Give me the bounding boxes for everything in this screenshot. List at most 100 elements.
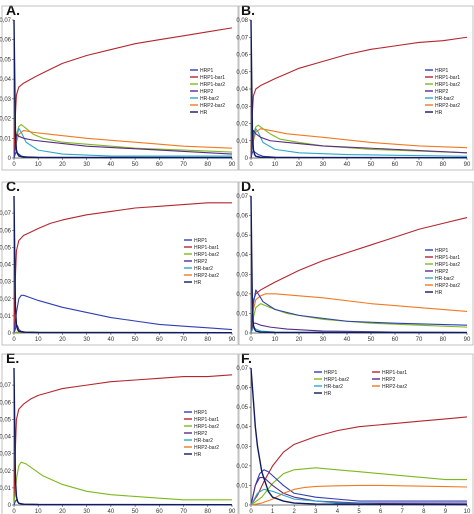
series-line-hrp2: [13, 133, 233, 159]
y-tick-label: 0,04: [236, 425, 248, 431]
y-tick-label: 0,03: [236, 444, 248, 450]
legend-label: HRP2-bar2: [194, 445, 219, 451]
legend-label: HRP1: [324, 370, 338, 376]
panel-frame: [238, 353, 474, 514]
x-tick-label: 1: [271, 509, 275, 514]
y-tick-label: 0: [245, 156, 249, 162]
series-line-hr: [13, 19, 233, 159]
series-line-hr: [13, 195, 233, 334]
legend: HRP1HRP1-bar1HRP1-bar2HRP2HR-bar2HRP2-ba…: [184, 410, 219, 458]
legend-label: HR-bar2: [194, 266, 213, 272]
y-tick-label: 0,01: [0, 136, 12, 142]
legend-label: HRP1-bar1: [200, 75, 225, 81]
legend-label: HR: [435, 290, 443, 296]
series-line-hrp1: [250, 469, 467, 506]
x-tick-label: 20: [59, 162, 66, 168]
y-tick-label: 0,07: [0, 18, 12, 24]
legend-label: HRP2: [200, 89, 214, 95]
legend-label: HRP2: [194, 259, 208, 265]
x-tick-label: 7: [401, 509, 405, 514]
x-tick-label: 0: [249, 337, 253, 343]
legend-label: HRP1: [435, 248, 449, 254]
panel-label-f: F.: [241, 350, 252, 366]
y-tick-label: 0,02: [0, 469, 12, 475]
series-line-hrp2: [250, 322, 468, 334]
y-tick-label: 0: [8, 503, 12, 509]
legend-label: HRP2-bar2: [194, 273, 219, 279]
panel-b: 0 0,01 0,02 0,03 0,04 0,05 0,06 0,07 0,08 0 10 20 30…: [236, 5, 474, 171]
x-tick-label: 0: [12, 509, 16, 514]
y-tick-label: 0,06: [236, 53, 248, 59]
series-line-hr: [13, 367, 233, 506]
x-tick-label: 70: [180, 162, 187, 168]
legend-label: HRP2: [435, 269, 449, 275]
x-tick-label: 70: [180, 509, 187, 514]
legend-label: HRP2-bar2: [435, 283, 460, 289]
series-line-hrp2: [250, 129, 468, 159]
y-tick-label: 0,07: [0, 211, 12, 217]
x-tick-label: 40: [108, 337, 115, 343]
y-tick-label: 0,02: [236, 122, 248, 128]
y-tick-label: 0,02: [0, 297, 12, 303]
legend-label: HR: [435, 110, 443, 116]
y-tick-label: 0,07: [236, 366, 248, 372]
y-tick-label: 0,06: [236, 386, 248, 392]
x-tick-label: 9: [444, 509, 448, 514]
legend-label: HRP1-bar1: [194, 245, 219, 251]
series-line-hrp1-bar1: [250, 36, 468, 159]
panel-a: 0 0,01 0,02 0,03 0,04 0,05 0,06 0,07 0 10 20 30 40 50…: [0, 5, 239, 171]
legend-label: HRP1-bar2: [194, 252, 219, 258]
legend-label: HRP1-bar1: [382, 370, 407, 376]
series-line-hr: [250, 19, 468, 159]
x-tick-label: 10: [272, 337, 279, 343]
series-line-hrp2-bar2: [250, 128, 468, 159]
legend-label: HRP1: [194, 238, 208, 244]
legend: HRP1HRP1-bar1HRP1-bar2HRP2HR-bar2HRP2-ba…: [425, 248, 460, 296]
y-tick-label: 0,01: [236, 311, 248, 317]
x-tick-label: 3: [314, 509, 318, 514]
panel-d: 0 0,01 0,02 0,03 0,04 0,05 0,06 0,07 0 10 20 30 40 50…: [236, 181, 474, 346]
x-tick-label: 40: [344, 162, 351, 168]
panel-c: 0 0,01 0,02 0,03 0,04 0,05 0,06 0,07 0 10 20 30 40 50…: [0, 181, 239, 346]
x-tick-label: 80: [204, 162, 211, 168]
series-line-hrp2-bar2: [13, 129, 233, 159]
x-tick-label: 50: [132, 162, 139, 168]
series-line-hr: [250, 195, 468, 334]
x-tick-label: 20: [59, 509, 66, 514]
x-tick-label: 30: [320, 337, 327, 343]
x-tick-label: 10: [35, 162, 42, 168]
legend-label: HR-bar2: [200, 96, 219, 102]
x-tick-label: 90: [229, 337, 236, 343]
y-tick-label: 0,02: [0, 117, 12, 123]
y-tick-label: 0: [245, 503, 249, 509]
legend-label: HRP2: [382, 377, 396, 383]
y-tick-label: 0: [8, 331, 12, 337]
y-tick-label: 0,02: [236, 464, 248, 470]
y-tick-label: 0,02: [236, 292, 248, 298]
x-tick-label: 60: [156, 337, 163, 343]
y-tick-label: 0,01: [0, 486, 12, 492]
legend-label: HRP1-bar2: [194, 424, 219, 430]
y-tick-label: 0,07: [0, 383, 12, 389]
series-line-hrp1: [13, 294, 233, 334]
legend-label: HRP2-bar2: [382, 384, 407, 390]
x-tick-label: 70: [416, 162, 423, 168]
x-tick-label: 90: [464, 162, 471, 168]
series-line-hrp1-bar1: [250, 416, 468, 506]
x-tick-label: 10: [272, 162, 279, 168]
legend-label: HRP1-bar1: [194, 417, 219, 423]
legend-label: HR-bar2: [435, 276, 454, 282]
legend-label: HRP1-bar1: [435, 255, 460, 261]
legend-label: HR-bar2: [194, 438, 213, 444]
y-tick-label: 0,07: [236, 194, 248, 200]
x-tick-label: 6: [379, 509, 383, 514]
x-tick-label: 0: [12, 162, 16, 168]
x-tick-label: 70: [416, 337, 423, 343]
panel-frame: [238, 5, 474, 171]
x-tick-label: 8: [422, 509, 426, 514]
y-tick-label: 0,07: [236, 35, 248, 41]
y-tick-label: 0,01: [236, 483, 248, 489]
x-tick-label: 30: [83, 509, 90, 514]
x-tick-label: 30: [320, 162, 327, 168]
